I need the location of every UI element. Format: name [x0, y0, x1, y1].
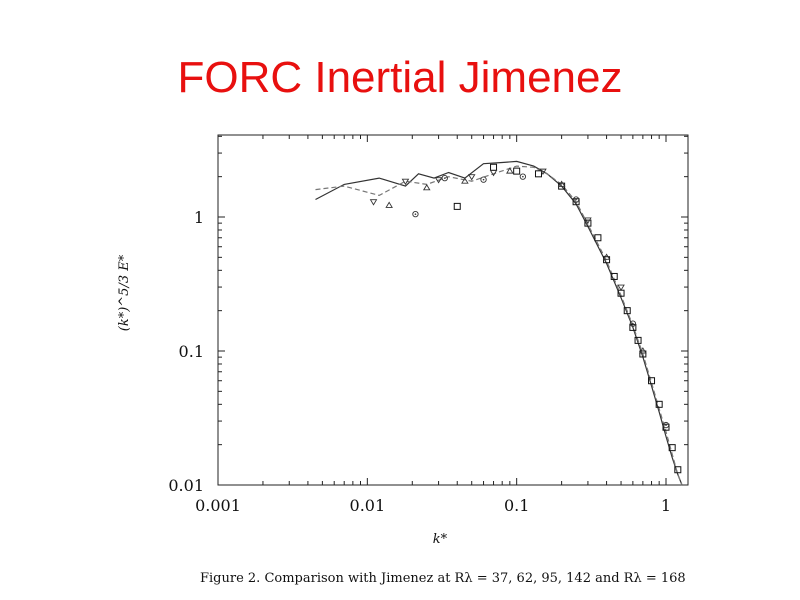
y-axis-label: (k*)^5/3 E* — [117, 254, 132, 331]
marker-circle-dot — [480, 176, 487, 183]
marker-square — [534, 170, 542, 178]
marker-square — [648, 377, 656, 385]
marker-triangle-up — [506, 167, 514, 174]
marker-triangle-down — [467, 174, 476, 181]
x-axis-label: k* — [433, 532, 448, 547]
marker-circle-dot — [572, 196, 580, 203]
x-tick-label: 0.01 — [350, 496, 386, 515]
plot-frame — [217, 134, 689, 486]
marker-circle-center — [522, 175, 524, 178]
y-tick-label: 0.1 — [179, 342, 204, 361]
marker-triangle-up — [385, 201, 393, 208]
marker-circle-dot — [519, 173, 526, 180]
x-tick-label: 1 — [661, 496, 671, 515]
marker-square — [674, 466, 682, 474]
marker-circle-center — [414, 213, 417, 215]
marker-triangle-down — [434, 177, 443, 184]
marker-square — [453, 202, 461, 210]
slide-title: FORC Inertial Jimenez — [177, 53, 623, 102]
marker-triangle-down — [617, 284, 625, 291]
series-line-2 — [315, 165, 683, 486]
marker-square — [513, 167, 521, 175]
series-line-1 — [315, 160, 683, 486]
marker-circle-center — [575, 198, 577, 201]
y-tick-label: 1 — [194, 208, 204, 227]
marker-circle-center — [443, 177, 446, 179]
marker-triangle-down — [489, 170, 498, 177]
x-tick-label: 0.001 — [195, 496, 241, 515]
marker-triangle-down — [369, 199, 378, 206]
marker-square — [639, 350, 647, 358]
marker-square — [634, 336, 642, 344]
tick-labels: 0.001 0.01 0.1 10.010.11 — [168, 208, 671, 515]
marker-triangle-up — [557, 180, 566, 187]
marker-circle-dot — [629, 320, 637, 327]
marker-square — [594, 234, 602, 242]
marker-circle-center — [632, 322, 634, 325]
marker-square — [584, 219, 592, 227]
marker-square — [572, 198, 580, 206]
marker-triangle-up — [639, 347, 647, 354]
marker-triangle-down — [539, 168, 547, 175]
marker-square — [655, 400, 663, 408]
axis-ticks — [217, 135, 688, 486]
marker-triangle-down — [401, 178, 410, 186]
marker-circle-dot — [412, 211, 419, 218]
marker-circle-dot — [662, 421, 670, 429]
marker-square — [662, 423, 670, 431]
marker-triangle-up — [602, 253, 611, 260]
series-layer — [315, 160, 683, 486]
marker-circle-dot — [441, 174, 448, 182]
marker-square — [668, 444, 676, 452]
marker-square — [490, 163, 498, 171]
y-tick-label: 0.01 — [168, 476, 204, 495]
marker-triangle-up — [422, 183, 431, 191]
marker-triangle-up — [461, 177, 469, 184]
marker-circle-center — [665, 424, 667, 426]
marker-triangle-down — [584, 217, 592, 224]
x-tick-label: 0.1 — [504, 496, 529, 515]
marker-square — [610, 272, 618, 280]
figure-caption: Figure 2. Comparison with Jimenez at Rλ … — [200, 571, 686, 586]
marker-circle-center — [482, 178, 485, 181]
marker-square — [623, 307, 631, 315]
marker-layer — [369, 163, 682, 474]
